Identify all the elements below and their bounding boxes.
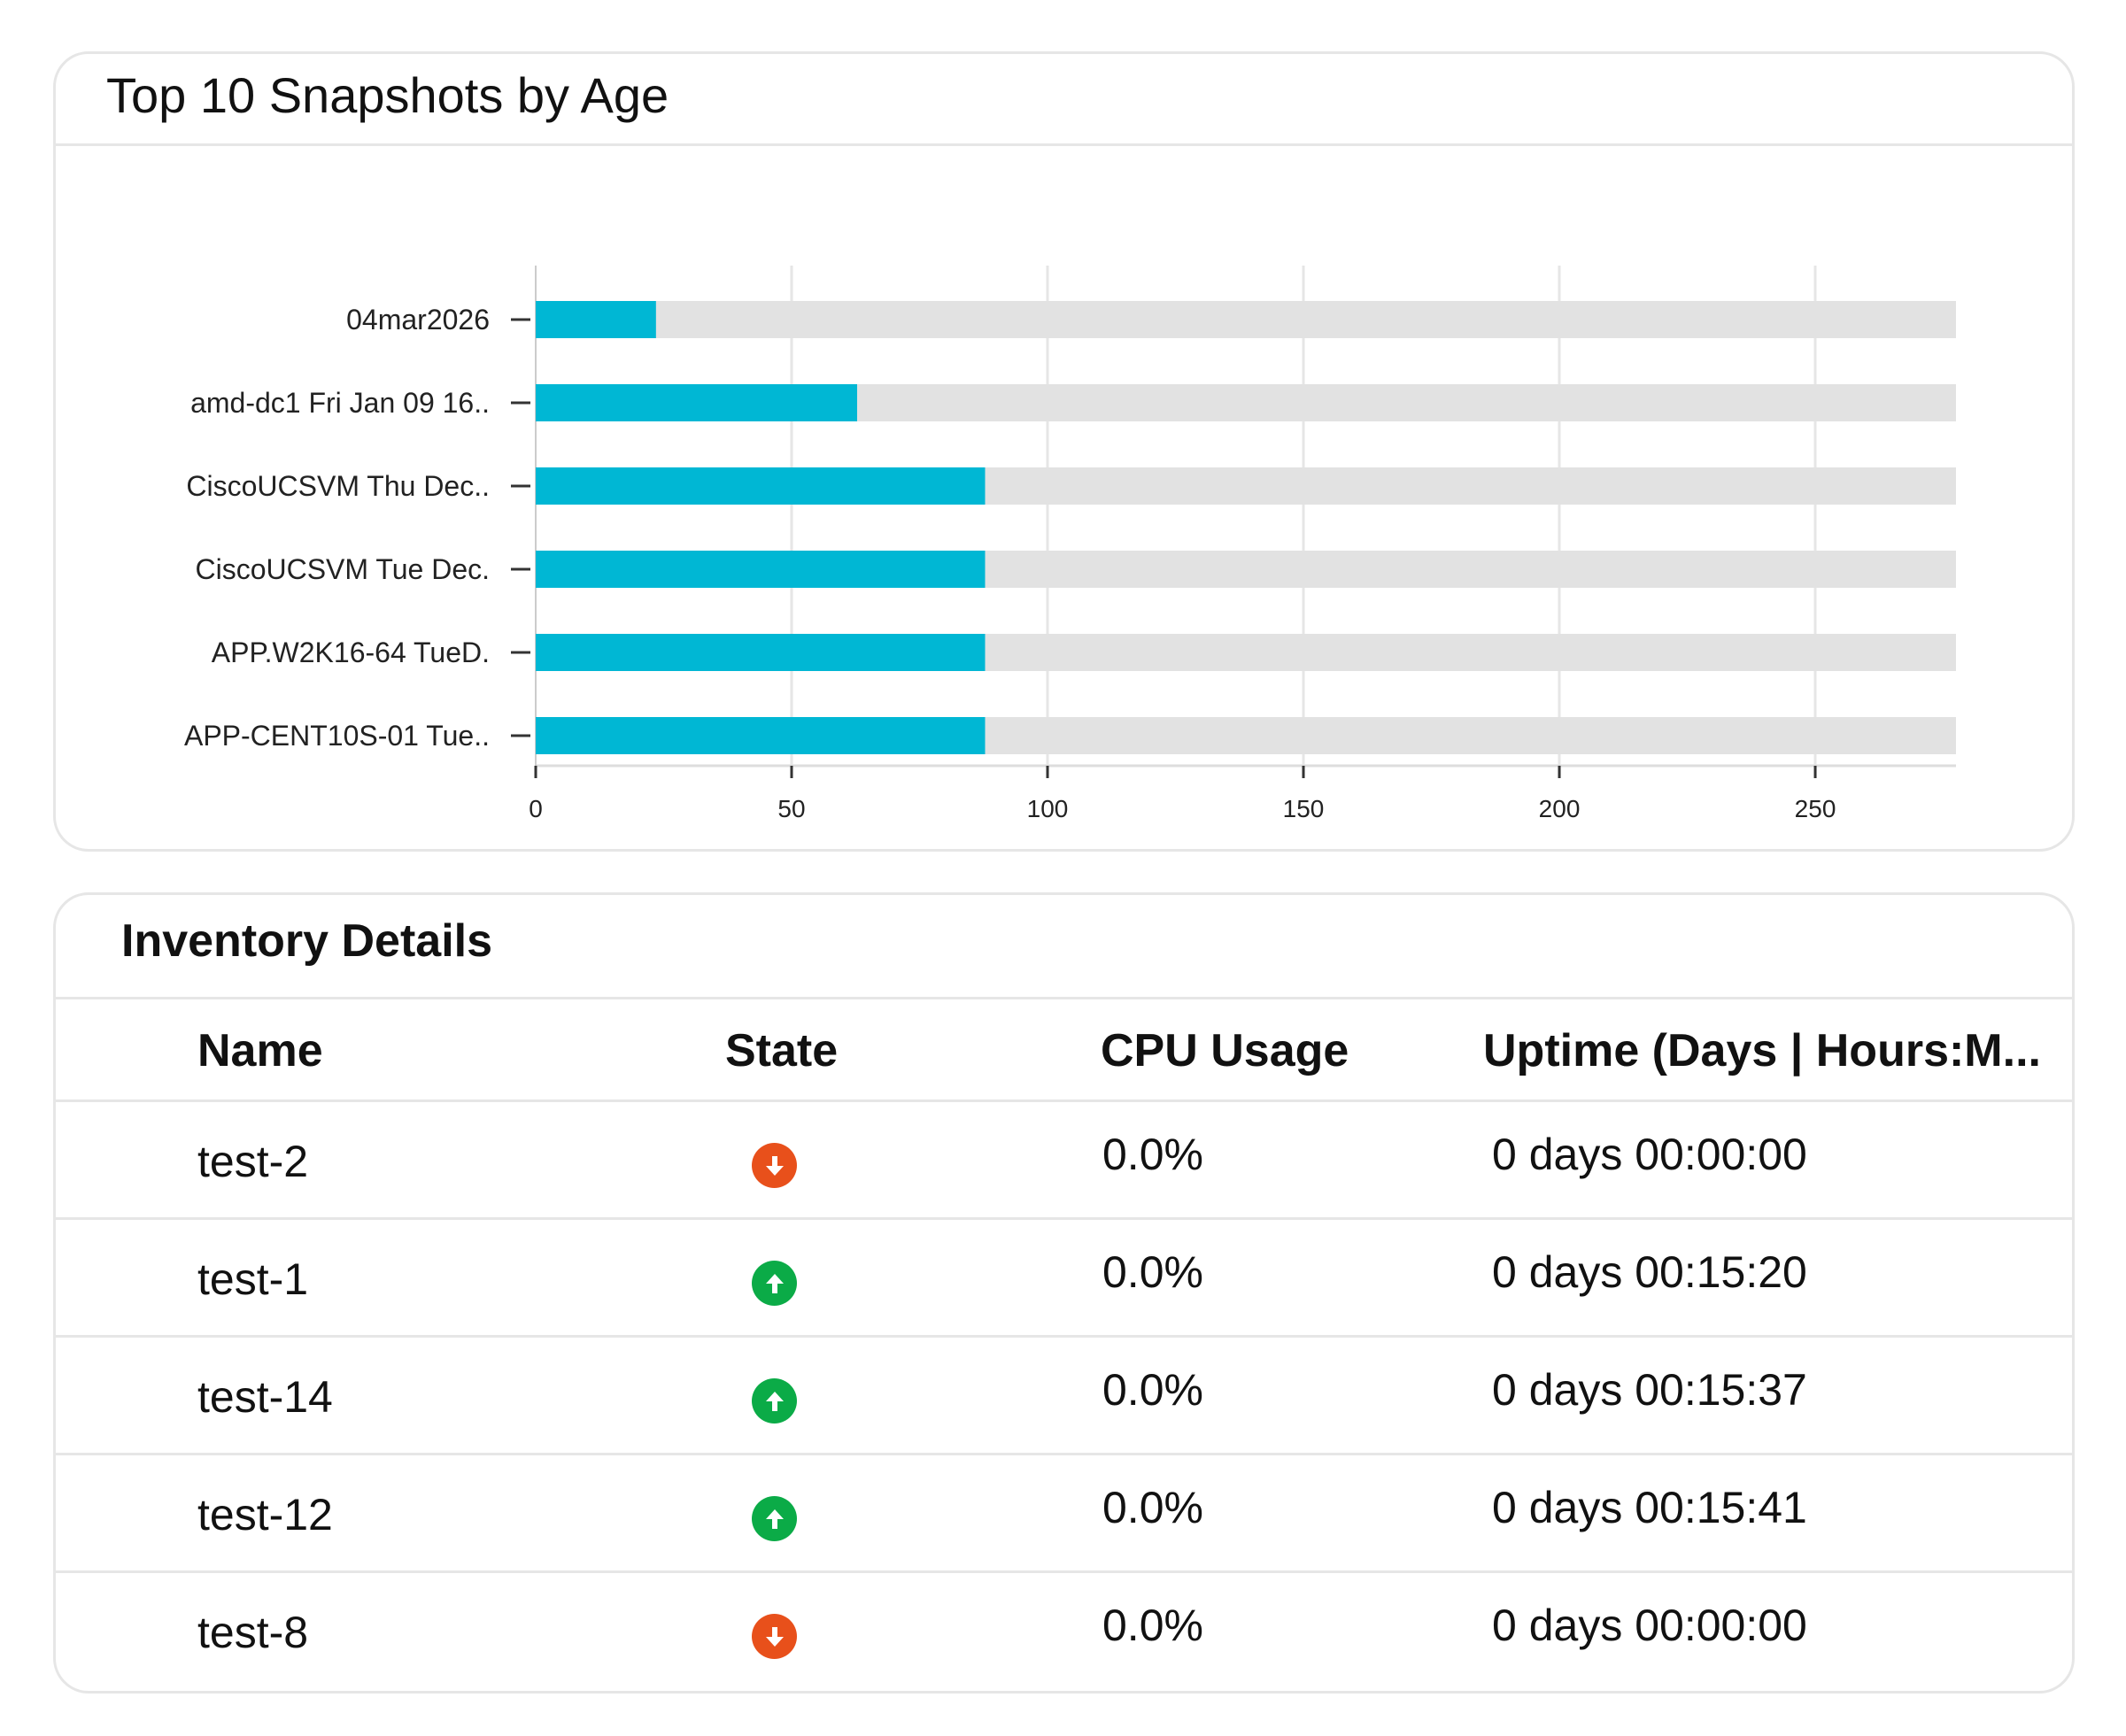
- category-label: APP-CENT10S-01 Tue..: [184, 720, 490, 752]
- cpu-usage-value: 0.0%: [1102, 1247, 1203, 1297]
- bar[interactable]: [536, 717, 986, 754]
- snapshots-age-chart: 04mar2026 amd-dc1 Fri Jan 09 16.. CiscoUCS…: [184, 266, 1956, 852]
- bar-track: [536, 301, 1956, 338]
- bar[interactable]: [536, 634, 986, 671]
- cpu-usage-value: 0.0%: [1102, 1483, 1203, 1532]
- inventory-panel: Inventory Details Name State CPU Usage U…: [53, 892, 2075, 1694]
- snapshots-panel-title: Top 10 Snapshots by Age: [106, 67, 669, 123]
- x-tick-label: 0: [529, 795, 543, 822]
- uptime-value: 0 days 00:00:00: [1492, 1601, 1807, 1650]
- arrow-down-icon: [752, 1614, 797, 1659]
- table-row[interactable]: test-1 0.0% 0 days 00:15:20: [56, 1220, 2072, 1338]
- table-body: test-2 0.0% 0 days 00:00:00 test-1 0.0% 0 day…: [56, 1102, 2072, 1688]
- arrow-up-icon: [752, 1378, 797, 1424]
- vm-name[interactable]: test-14: [197, 1372, 333, 1422]
- uptime-value: 0 days 00:00:00: [1492, 1130, 1807, 1179]
- x-tick-label: 50: [777, 795, 805, 822]
- uptime-value: 0 days 00:15:41: [1492, 1483, 1807, 1532]
- inventory-panel-title: Inventory Details: [121, 915, 493, 967]
- x-tick-label: 250: [1795, 795, 1836, 822]
- cpu-usage-value: 0.0%: [1102, 1601, 1203, 1650]
- snapshots-panel: Top 10 Snapshots by Age 04mar2026 amd-dc1…: [53, 51, 2075, 852]
- arrow-down-icon: [752, 1143, 797, 1188]
- inventory-table: Name State CPU Usage Uptime (Days | Hour…: [56, 999, 2072, 1688]
- cpu-usage-value: 0.0%: [1102, 1130, 1203, 1179]
- arrow-up-icon: [752, 1261, 797, 1306]
- x-tick-label: 200: [1539, 795, 1581, 822]
- category-label: CiscoUCSVM Tue Dec.: [195, 553, 490, 585]
- table-row[interactable]: test-14 0.0% 0 days 00:15:37: [56, 1338, 2072, 1455]
- column-header-name[interactable]: Name: [197, 1025, 323, 1076]
- category-label: CiscoUCSVM Thu Dec..: [186, 470, 490, 502]
- cpu-usage-value: 0.0%: [1102, 1365, 1203, 1415]
- table-row[interactable]: test-8 0.0% 0 days 00:00:00: [56, 1573, 2072, 1688]
- bar[interactable]: [536, 301, 656, 338]
- inventory-panel-divider: [56, 997, 2072, 999]
- table-header: Name State CPU Usage Uptime (Days | Hour…: [56, 999, 2072, 1102]
- table-row[interactable]: test-12 0.0% 0 days 00:15:41: [56, 1455, 2072, 1573]
- x-tick-label: 100: [1027, 795, 1069, 822]
- vm-name[interactable]: test-1: [197, 1254, 309, 1304]
- vm-name[interactable]: test-12: [197, 1490, 333, 1539]
- snapshots-panel-divider: [56, 143, 2072, 146]
- column-header-state[interactable]: State: [725, 1025, 839, 1076]
- column-header-cpu-usage[interactable]: CPU Usage: [1101, 1025, 1349, 1076]
- column-header-uptime[interactable]: Uptime (Days | Hours:M...: [1483, 1025, 2041, 1076]
- bar[interactable]: [536, 384, 857, 421]
- x-tick-label: 150: [1283, 795, 1325, 822]
- table-row[interactable]: test-2 0.0% 0 days 00:00:00: [56, 1102, 2072, 1220]
- category-label: 04mar2026: [346, 304, 490, 336]
- bar[interactable]: [536, 467, 986, 505]
- vm-name[interactable]: test-8: [197, 1608, 309, 1657]
- x-axis-title: Age (Days): [1175, 847, 1317, 852]
- uptime-value: 0 days 00:15:37: [1492, 1365, 1807, 1415]
- category-label: amd-dc1 Fri Jan 09 16..: [190, 387, 490, 419]
- bar[interactable]: [536, 551, 986, 588]
- uptime-value: 0 days 00:15:20: [1492, 1247, 1807, 1297]
- category-label: APP.W2K16-64 TueD.: [212, 637, 490, 668]
- vm-name[interactable]: test-2: [197, 1137, 309, 1186]
- arrow-up-icon: [752, 1496, 797, 1541]
